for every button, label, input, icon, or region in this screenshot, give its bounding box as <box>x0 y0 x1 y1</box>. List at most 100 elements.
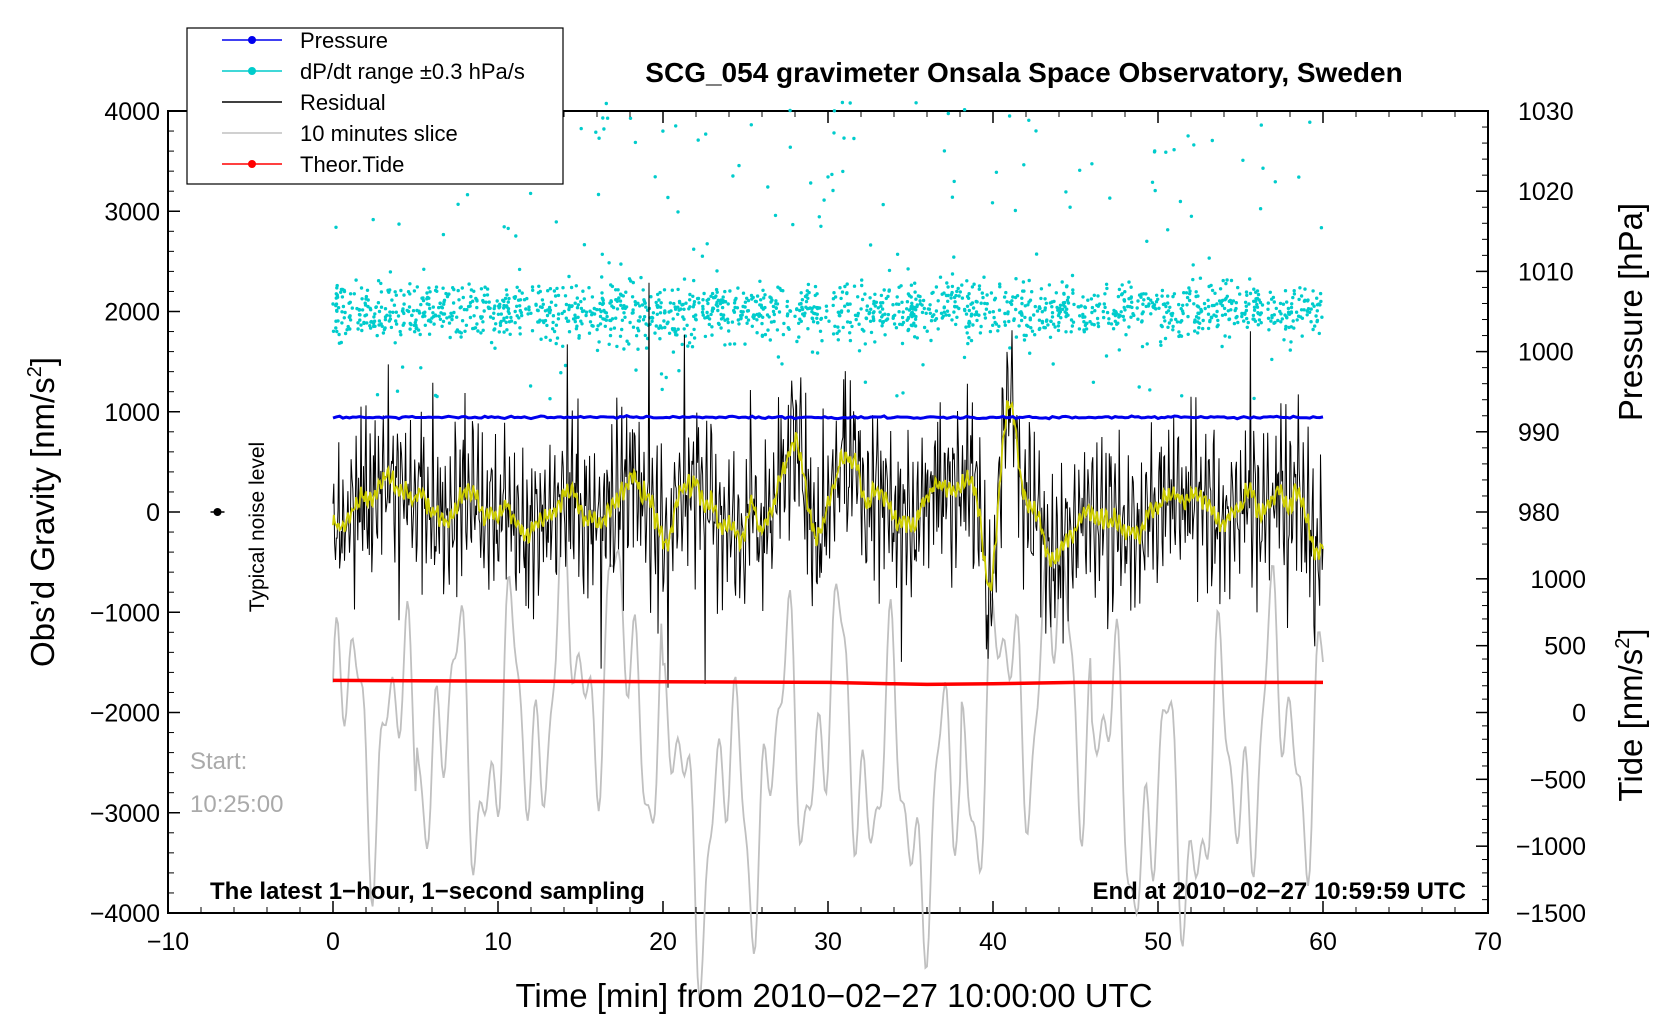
dpdt-point <box>460 319 465 323</box>
dpdt-point <box>781 289 785 293</box>
dpdt-point <box>1008 346 1012 350</box>
dpdt-point <box>762 296 766 300</box>
dpdt-point <box>1257 318 1262 322</box>
dpdt-point <box>582 309 586 313</box>
dpdt-point <box>524 307 528 311</box>
dpdt-point <box>832 291 836 295</box>
dpdt-point <box>1066 301 1071 305</box>
dpdt-point <box>788 108 792 113</box>
dpdt-point <box>636 326 640 330</box>
dpdt-point <box>574 284 578 288</box>
dpdt-point <box>692 247 696 251</box>
dpdt-point <box>705 310 709 315</box>
dpdt-point <box>837 313 841 318</box>
dpdt-point <box>1023 315 1027 320</box>
dpdt-point <box>609 327 613 331</box>
dpdt-point <box>631 280 635 285</box>
dpdt-point <box>967 308 971 313</box>
dpdt-point <box>366 304 370 309</box>
dpdt-point <box>1105 310 1110 315</box>
dpdt-point <box>661 129 665 133</box>
tide-label-sup: 2 <box>1612 638 1634 649</box>
dpdt-point <box>777 310 782 314</box>
dpdt-point <box>1179 334 1184 338</box>
dpdt-point <box>534 303 538 307</box>
dpdt-point <box>587 286 591 290</box>
dpdt-point <box>1186 332 1190 336</box>
y-left-tick-label: −4000 <box>90 900 160 928</box>
dpdt-point <box>658 324 662 328</box>
dpdt-point <box>580 322 584 326</box>
dpdt-point <box>736 286 740 290</box>
dpdt-point <box>1136 317 1140 321</box>
dpdt-point <box>437 305 441 310</box>
dpdt-point <box>567 330 572 334</box>
dpdt-point <box>485 293 490 297</box>
dpdt-point <box>623 315 627 319</box>
dpdt-point <box>1273 180 1278 184</box>
dpdt-point <box>682 307 686 311</box>
dpdt-point <box>682 277 687 281</box>
dpdt-point <box>900 315 905 320</box>
dpdt-point <box>1319 299 1323 304</box>
dpdt-point <box>1022 333 1026 337</box>
dpdt-point <box>1236 320 1240 325</box>
dpdt-point <box>1201 326 1205 331</box>
dpdt-point <box>598 322 603 326</box>
dpdt-point <box>806 296 810 300</box>
dpdt-point <box>907 294 912 298</box>
dpdt-point <box>566 319 571 323</box>
dpdt-point <box>538 289 542 294</box>
dpdt-point <box>1220 298 1225 303</box>
dpdt-point <box>759 298 763 302</box>
dpdt-point <box>868 243 873 247</box>
dpdt-point <box>620 327 624 332</box>
dpdt-point <box>522 298 527 302</box>
dpdt-point <box>608 301 612 305</box>
dpdt-point <box>1248 277 1252 281</box>
dpdt-point <box>537 320 541 324</box>
dpdt-point <box>505 315 509 319</box>
dpdt-point <box>481 320 485 324</box>
dpdt-point <box>1119 293 1124 297</box>
end-note: End at 2010−02−27 10:59:59 UTC <box>1092 878 1466 905</box>
dpdt-point <box>725 317 730 321</box>
dpdt-point <box>417 311 422 315</box>
dpdt-point <box>831 297 836 301</box>
dpdt-point <box>743 305 747 309</box>
dpdt-point <box>684 301 688 305</box>
dpdt-point <box>428 290 432 294</box>
dpdt-point <box>579 319 583 323</box>
dpdt-point <box>869 330 874 335</box>
dpdt-point <box>466 304 471 309</box>
dpdt-point <box>393 290 397 294</box>
dpdt-point <box>1086 298 1090 302</box>
dpdt-point <box>655 303 659 308</box>
dpdt-point <box>872 310 876 314</box>
dpdt-point <box>1090 310 1094 315</box>
dpdt-point <box>952 179 956 184</box>
dpdt-point <box>412 289 417 293</box>
dpdt-point <box>955 289 959 294</box>
dpdt-point <box>373 312 377 316</box>
dpdt-point <box>462 307 467 312</box>
dpdt-point <box>895 295 899 299</box>
dpdt-point <box>614 288 618 292</box>
y-left-tick-label: −2000 <box>90 700 160 728</box>
dpdt-point <box>1050 305 1054 309</box>
dpdt-point <box>1208 319 1212 324</box>
dpdt-point <box>761 307 765 311</box>
dpdt-point <box>1166 228 1170 232</box>
dpdt-point <box>979 301 983 305</box>
dpdt-point <box>504 288 509 292</box>
dpdt-point <box>1014 307 1018 312</box>
dpdt-point <box>662 319 666 323</box>
dpdt-point <box>1196 331 1200 335</box>
dpdt-point <box>758 303 762 307</box>
dpdt-point <box>1229 278 1234 283</box>
dpdt-point <box>651 311 656 315</box>
dpdt-point <box>953 300 957 304</box>
dpdt-point <box>584 310 589 314</box>
dpdt-point <box>348 327 352 331</box>
